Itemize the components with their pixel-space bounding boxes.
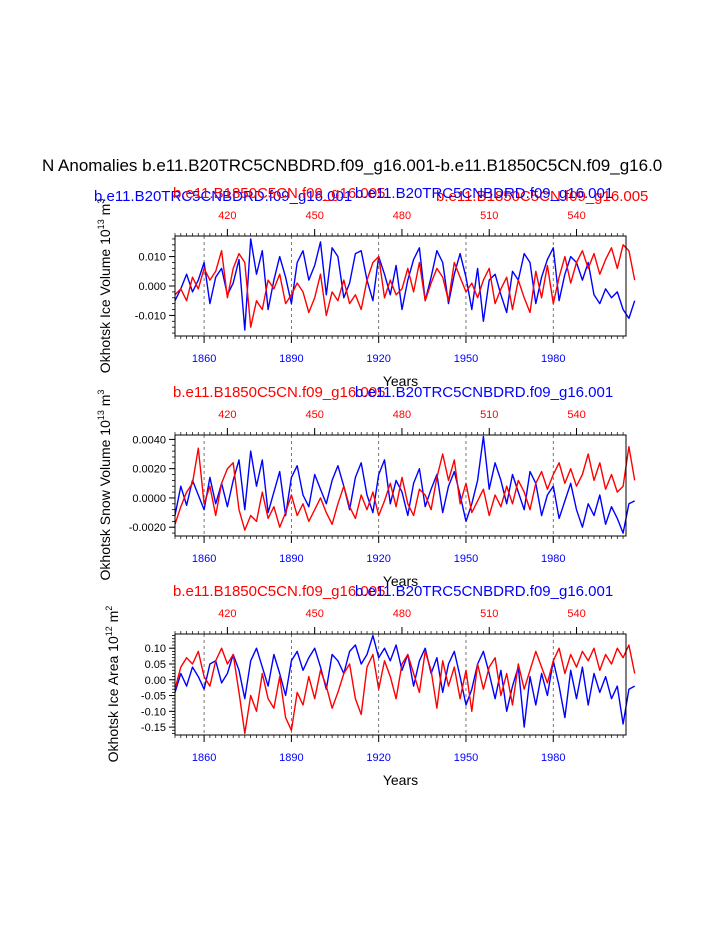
x-bottom-tick-label: 1980: [541, 353, 565, 365]
y-axis-title-exponent: 3: [96, 199, 106, 204]
x-top-tick-label: 480: [393, 409, 411, 421]
x-top-tick-label: 420: [218, 608, 236, 620]
x-axis-title: Years: [383, 772, 418, 788]
top-label-red: b.e11.B1850C5CN.f09_g16.005: [173, 185, 385, 202]
y-axis-title-part: Okhotsk Snow Volume 10: [97, 420, 113, 581]
y-axis-title-part: m: [97, 204, 113, 220]
chart-panel-2: -0.0020 0.0000 0.0020 0.0040 1860 1890 1920 195…: [96, 384, 636, 589]
y-tick-label: -0.05: [141, 691, 166, 703]
x-bottom-tick-label: 1950: [454, 553, 478, 565]
x-axis-title: Years: [383, 373, 418, 389]
x-top-tick-label: 540: [567, 409, 585, 421]
x-top-tick-label: 510: [480, 608, 498, 620]
y-tick-label: 0.0020: [132, 464, 166, 476]
y-tick-label: -0.0020: [129, 522, 166, 534]
x-top-tick-label: 480: [393, 608, 411, 620]
x-top-tick-label: 450: [305, 210, 323, 222]
legend-blue-label: b.e11.B20TRC5CNBDRD.f09_g16.001: [94, 188, 353, 205]
x-bottom-tick-label: 1980: [541, 553, 565, 565]
x-top-tick-label: 450: [305, 608, 323, 620]
x-bottom-tick-label: 1890: [279, 553, 303, 565]
y-axis-title-part: m: [97, 395, 113, 411]
y-tick-label: 0.0000: [132, 493, 166, 505]
x-bottom-tick-label: 1920: [366, 353, 390, 365]
x-bottom-tick-label: 1950: [454, 752, 478, 764]
x-bottom-tick-label: 1860: [192, 353, 216, 365]
x-axis-title: Years: [383, 573, 418, 589]
top-label-blue: b.e11.B20TRC5CNBDRD.f09_g16.001: [355, 384, 613, 401]
x-bottom-tick-label: 1860: [192, 752, 216, 764]
y-tick-label: -0.10: [141, 706, 166, 718]
y-tick-label: 0.0040: [132, 434, 166, 446]
y-axis-title-exponent: 13: [96, 219, 106, 229]
x-bottom-tick-label: 1890: [279, 752, 303, 764]
x-top-tick-label: 540: [567, 608, 585, 620]
x-top-tick-label: 510: [480, 409, 498, 421]
x-bottom-tick-label: 1980: [541, 752, 565, 764]
y-axis-title-part: Okhotsk Ice Volume 10: [97, 229, 113, 373]
series-red-line: [174, 644, 636, 735]
figure-title: N Anomalies b.e11.B20TRC5CNBDRD.f09_g16.…: [42, 156, 663, 175]
x-top-tick-label: 420: [218, 210, 236, 222]
plot-frame: [174, 633, 627, 736]
x-top-tick-label: 450: [305, 409, 323, 421]
x-bottom-tick-label: 1920: [366, 553, 390, 565]
x-top-tick-label: 510: [480, 210, 498, 222]
y-axis-title: Okhotsk Snow Volume 1013 m3: [96, 390, 113, 581]
y-tick-label: 0.000: [138, 281, 166, 293]
chart-panel-3: -0.15 -0.10 -0.05 0.00 0.05 0.10 1860 1890 1920 1…: [104, 583, 636, 788]
x-bottom-tick-label: 1950: [454, 353, 478, 365]
y-axis-title-part: Okhotsk Ice Area 10: [105, 636, 121, 762]
series-blue-line: [174, 435, 636, 534]
y-axis-title-exponent: 2: [104, 606, 114, 611]
series-blue-line: [174, 238, 636, 331]
y-tick-label: 0.00: [145, 675, 166, 687]
plot-frame: [174, 235, 627, 337]
x-bottom-tick-label: 1920: [366, 752, 390, 764]
series-red-line: [174, 446, 636, 531]
y-axis-title-exponent: 13: [96, 410, 106, 420]
y-tick-label: 0.05: [145, 659, 166, 671]
y-axis-title: Okhotsk Ice Volume 1013 m3: [96, 199, 113, 374]
y-tick-label: -0.010: [135, 310, 166, 322]
top-label-red: b.e11.B1850C5CN.f09_g16.005: [173, 384, 385, 401]
x-bottom-tick-label: 1890: [279, 353, 303, 365]
series-blue-line: [174, 634, 636, 728]
x-top-tick-label: 480: [393, 210, 411, 222]
y-axis-title: Okhotsk Ice Area 1012 m2: [104, 606, 121, 763]
y-tick-label: 0.10: [145, 643, 166, 655]
top-label-blue: b.e11.B20TRC5CNBDRD.f09_g16.001: [355, 583, 613, 600]
y-tick-label: -0.15: [141, 722, 166, 734]
x-top-tick-label: 540: [567, 210, 585, 222]
x-bottom-tick-label: 1860: [192, 553, 216, 565]
y-tick-label: 0.010: [138, 252, 166, 264]
legend-red-label: b.e11.B1850C5CN.f09_g16.005: [436, 188, 649, 205]
x-top-tick-label: 420: [218, 409, 236, 421]
top-label-blue: b.e11.B20TRC5CNBDRD.f09_g16.001: [355, 185, 613, 202]
y-axis-title-exponent: 12: [104, 626, 114, 636]
series-red-line: [174, 244, 636, 328]
plot-frame: [174, 434, 627, 537]
chart-panel-1: -0.010 0.000 0.010 1860 1890 1920 1950 1980 420 4…: [96, 185, 636, 389]
y-axis-title-exponent: 3: [96, 390, 106, 395]
y-axis-title-part: m: [105, 611, 121, 627]
top-label-red: b.e11.B1850C5CN.f09_g16.005: [173, 583, 385, 600]
